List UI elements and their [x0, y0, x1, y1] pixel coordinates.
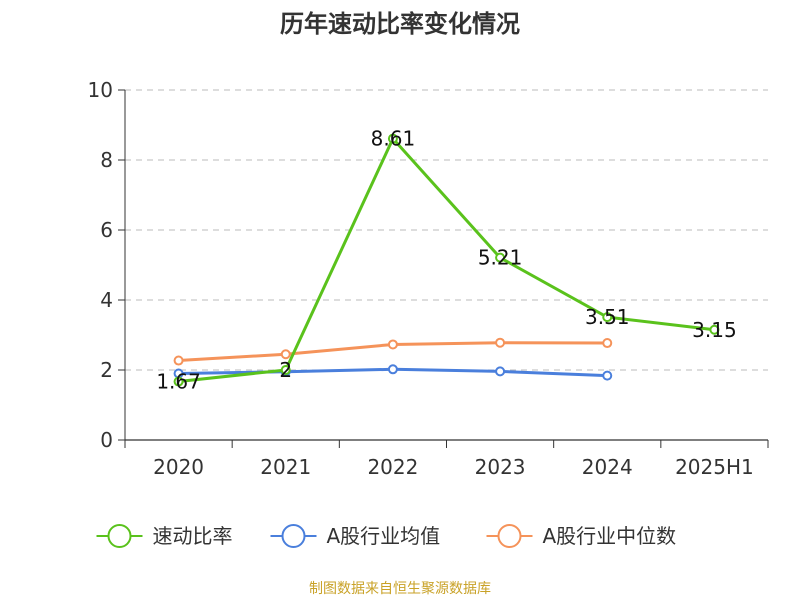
legend-label: A股行业中位数 — [543, 524, 677, 548]
x-tick-label: 2022 — [367, 455, 418, 479]
data-label: 2 — [279, 358, 292, 382]
legend-label: A股行业均值 — [327, 524, 441, 548]
source-footer: 制图数据来自恒生聚源数据库 — [309, 581, 491, 597]
y-tick-label: 4 — [100, 288, 113, 312]
legend-swatch-marker — [281, 524, 306, 548]
legend-swatch-marker — [497, 524, 522, 548]
legend-item[interactable]: A股行业中位数 — [486, 524, 677, 548]
series-lines — [173, 133, 720, 387]
series-line — [178, 137, 715, 384]
y-tick-label: 8 — [100, 148, 113, 172]
data-label: 1.67 — [156, 370, 201, 394]
legend-item[interactable]: A股行业均值 — [270, 524, 441, 548]
data-point[interactable] — [602, 338, 613, 349]
x-tick-label: 2024 — [582, 455, 633, 479]
data-point[interactable] — [173, 355, 184, 366]
data-point[interactable] — [280, 349, 291, 360]
data-label: 8.61 — [371, 127, 416, 151]
y-tick-label: 0 — [100, 428, 113, 452]
x-tick-label: 2021 — [260, 455, 311, 479]
grid-lines — [125, 89, 768, 371]
data-point[interactable] — [495, 337, 506, 348]
data-label: 3.15 — [692, 318, 737, 342]
data-label: 5.21 — [478, 246, 523, 270]
data-point[interactable] — [387, 339, 398, 350]
data-point[interactable] — [387, 364, 398, 375]
data-point[interactable] — [280, 365, 291, 375]
data-point[interactable] — [387, 133, 398, 144]
x-tick-label: 2025H1 — [675, 455, 754, 479]
data-point[interactable] — [495, 366, 506, 377]
data-label: 3.51 — [585, 305, 630, 329]
data-point[interactable] — [495, 252, 506, 263]
data-point[interactable] — [602, 370, 613, 381]
legend-item[interactable]: 速动比率 — [96, 524, 233, 548]
data-point[interactable] — [709, 324, 720, 335]
y-tick-label: 2 — [100, 358, 113, 382]
data-labels: 1.67 2 8.61 5.21 3.51 3.15 — [156, 127, 736, 394]
x-tick-label: 2020 — [153, 455, 204, 479]
data-point[interactable] — [173, 376, 184, 387]
legend-label: 速动比率 — [153, 524, 233, 548]
x-tick-label: 2023 — [475, 455, 526, 479]
axes: 0 2 4 6 8 10 2020 2021 2022 2023 2024 2025H1 — [88, 78, 769, 479]
y-tick-label: 10 — [88, 78, 113, 102]
legend[interactable]: 速动比率 A股行业均值 A股行业中位数 — [96, 524, 677, 548]
data-point[interactable] — [602, 312, 613, 323]
y-tick-label: 6 — [100, 218, 113, 242]
legend-swatch-marker — [107, 524, 132, 548]
chart-title: 历年速动比率变化情况 — [280, 10, 520, 38]
